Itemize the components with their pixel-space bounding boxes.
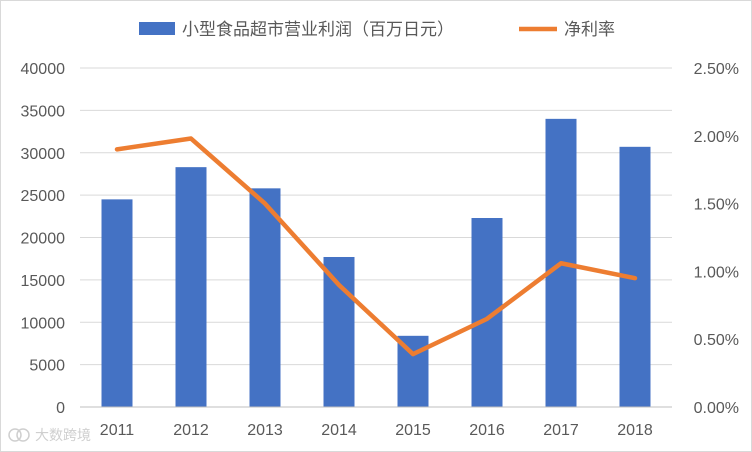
net-margin-line (114, 136, 638, 357)
bar (175, 167, 207, 407)
x-tick-label: 2013 (247, 422, 283, 439)
bar (249, 188, 281, 407)
x-tick-label: 2014 (321, 422, 357, 439)
x-tick-label: 2017 (543, 422, 579, 439)
legend-line-label: 净利率 (564, 20, 615, 40)
left-tick-label: 15000 (21, 273, 66, 290)
left-tick-label: 30000 (21, 146, 66, 163)
right-tick-label: 0.50% (694, 332, 739, 349)
x-tick-label: 2011 (100, 422, 135, 439)
watermark: 大数跨境 (8, 428, 91, 444)
line-series (114, 136, 638, 357)
legend-bar-label: 小型食品超市营业利润（百万日元） (182, 20, 454, 40)
right-tick-label: 2.00% (694, 129, 739, 146)
watermark-text: 大数跨境 (35, 428, 91, 444)
left-tick-label: 10000 (21, 315, 66, 332)
bar (101, 199, 133, 407)
right-tick-label: 2.50% (694, 61, 739, 78)
bar-series (101, 118, 651, 407)
right-y-axis: 0.00% 0.50% 1.00% 1.50% 2.00% 2.50% (694, 61, 739, 417)
left-tick-label: 25000 (21, 188, 66, 205)
left-tick-label: 40000 (21, 61, 66, 78)
x-axis: 2011 2012 2013 2014 2015 2016 2017 2018 (80, 406, 672, 439)
right-tick-label: 0.00% (694, 400, 739, 417)
legend: 小型食品超市营业利润（百万日元） 净利率 (139, 20, 615, 40)
watermark-logo-icon (8, 428, 30, 442)
x-tick-label: 2012 (173, 422, 209, 439)
bar (323, 256, 355, 407)
grid-lines (80, 67, 672, 408)
x-tick-label: 2015 (395, 422, 431, 439)
left-y-axis: 0 5000 10000 15000 20000 25000 30000 35000 40000 (21, 61, 66, 417)
left-tick-label: 5000 (29, 358, 65, 375)
legend-bar-swatch (139, 22, 175, 35)
left-tick-label: 20000 (21, 231, 66, 248)
left-tick-label: 0 (56, 400, 65, 417)
x-tick-label: 2016 (469, 422, 505, 439)
right-tick-label: 1.50% (694, 197, 739, 214)
left-tick-label: 35000 (21, 103, 66, 120)
x-tick-label: 2018 (617, 422, 653, 439)
right-tick-label: 1.00% (694, 264, 739, 281)
